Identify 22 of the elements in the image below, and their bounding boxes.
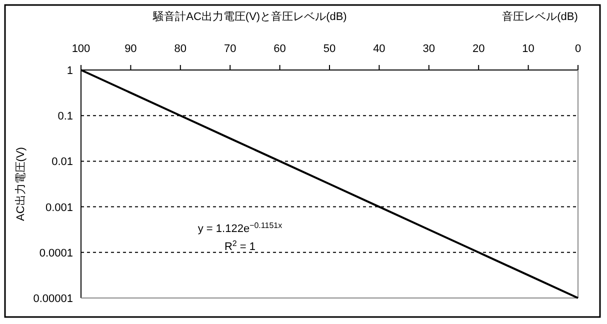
y-tick-label: 0.0001	[39, 247, 73, 260]
annotation: y = 1.122e$^{−0.1151x}$	[198, 220, 282, 235]
annotation: R$^{2}$ = 1	[224, 238, 256, 253]
x-tick-label: 20	[472, 43, 485, 55]
y-tick-label: 0.00001	[33, 293, 73, 305]
x-tick-label: 40	[373, 43, 386, 55]
y-tick-label: 0.01	[52, 156, 73, 168]
x-tick-label: 70	[224, 43, 236, 55]
y-tick-label: 1	[66, 65, 73, 77]
x-tick-label: 50	[323, 43, 336, 55]
x-tick-label: 90	[124, 43, 137, 55]
y-axis-title: AC出力電圧(V)	[14, 147, 27, 221]
x-tick-label: 30	[422, 43, 436, 55]
y-tick-label: 0.1	[58, 110, 73, 123]
x-tick-label: 60	[274, 43, 286, 55]
y-tick-label: 0.001	[45, 202, 73, 214]
x-tick-label: 0	[574, 43, 582, 55]
chart-title: 騒音計AC出力電圧(V)と音圧レベル(dB)	[152, 10, 347, 23]
x-tick-label: 80	[174, 43, 187, 55]
x2-axis-title: 音圧レベル(dB)	[502, 10, 578, 23]
x-tick-label: 10	[522, 43, 534, 55]
x-tick-label: 100	[72, 43, 90, 55]
